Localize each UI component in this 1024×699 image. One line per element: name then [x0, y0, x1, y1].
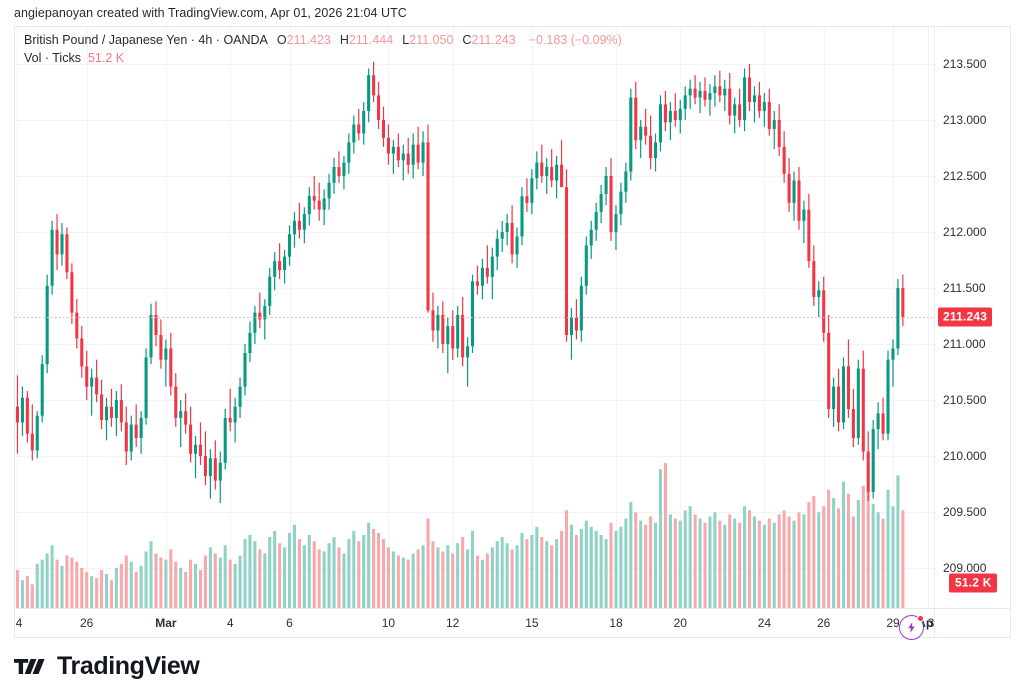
volume-badge: 51.2 K	[949, 573, 997, 593]
time-tick: 6	[286, 616, 293, 630]
price-axis[interactable]: 213.500 213.000 212.500 212.000 211.500 211.0…	[934, 27, 1010, 608]
last-price-line-layer	[15, 27, 934, 608]
tradingview-brand-text: TradingView	[57, 652, 200, 680]
lightning-bolt-icon	[908, 622, 915, 633]
price-tick: 209.000	[943, 561, 987, 575]
time-tick: 3	[927, 616, 935, 630]
time-tick: 29	[886, 616, 900, 630]
time-tick: 20	[673, 616, 687, 630]
price-tick: 213.000	[943, 113, 987, 127]
price-tick: 210.000	[943, 449, 987, 463]
time-tick: Mar	[155, 616, 177, 630]
time-tick: 26	[80, 616, 94, 630]
candlestick-series-layer	[15, 27, 934, 608]
time-tick: 4	[226, 616, 234, 630]
price-tick: 210.500	[943, 393, 987, 407]
price-tick: 211.500	[943, 281, 986, 295]
price-tick: 212.500	[943, 169, 987, 183]
tradingview-brand: TradingView	[14, 652, 200, 681]
time-axis-corner	[934, 608, 1010, 637]
price-tick: 212.000	[943, 225, 987, 239]
lightning-fab-button[interactable]	[899, 615, 924, 640]
attribution-text: angiepanoyan created with TradingView.co…	[14, 6, 407, 20]
time-tick: 18	[609, 616, 623, 630]
tradingview-logo-icon	[14, 657, 48, 676]
time-tick: 10	[381, 616, 396, 630]
last-price-badge: 211.243	[938, 307, 993, 327]
time-axis[interactable]: 4 26 Mar 4 6 10 12 15 18 20 24 26 29 Apr 3	[15, 608, 938, 637]
notification-dot	[917, 615, 924, 622]
chart-pane[interactable]	[15, 27, 934, 608]
time-tick: 24	[757, 616, 772, 630]
price-tick: 211.000	[943, 337, 986, 351]
chart-frame: British Pound / Japanese Yen · 4h · OAND…	[14, 26, 1011, 640]
time-tick: 26	[817, 616, 831, 630]
price-tick: 213.500	[943, 57, 987, 71]
time-tick: 15	[525, 616, 539, 630]
price-tick: 209.500	[943, 505, 987, 519]
time-tick: 4	[15, 616, 23, 630]
time-tick: 12	[446, 616, 460, 630]
